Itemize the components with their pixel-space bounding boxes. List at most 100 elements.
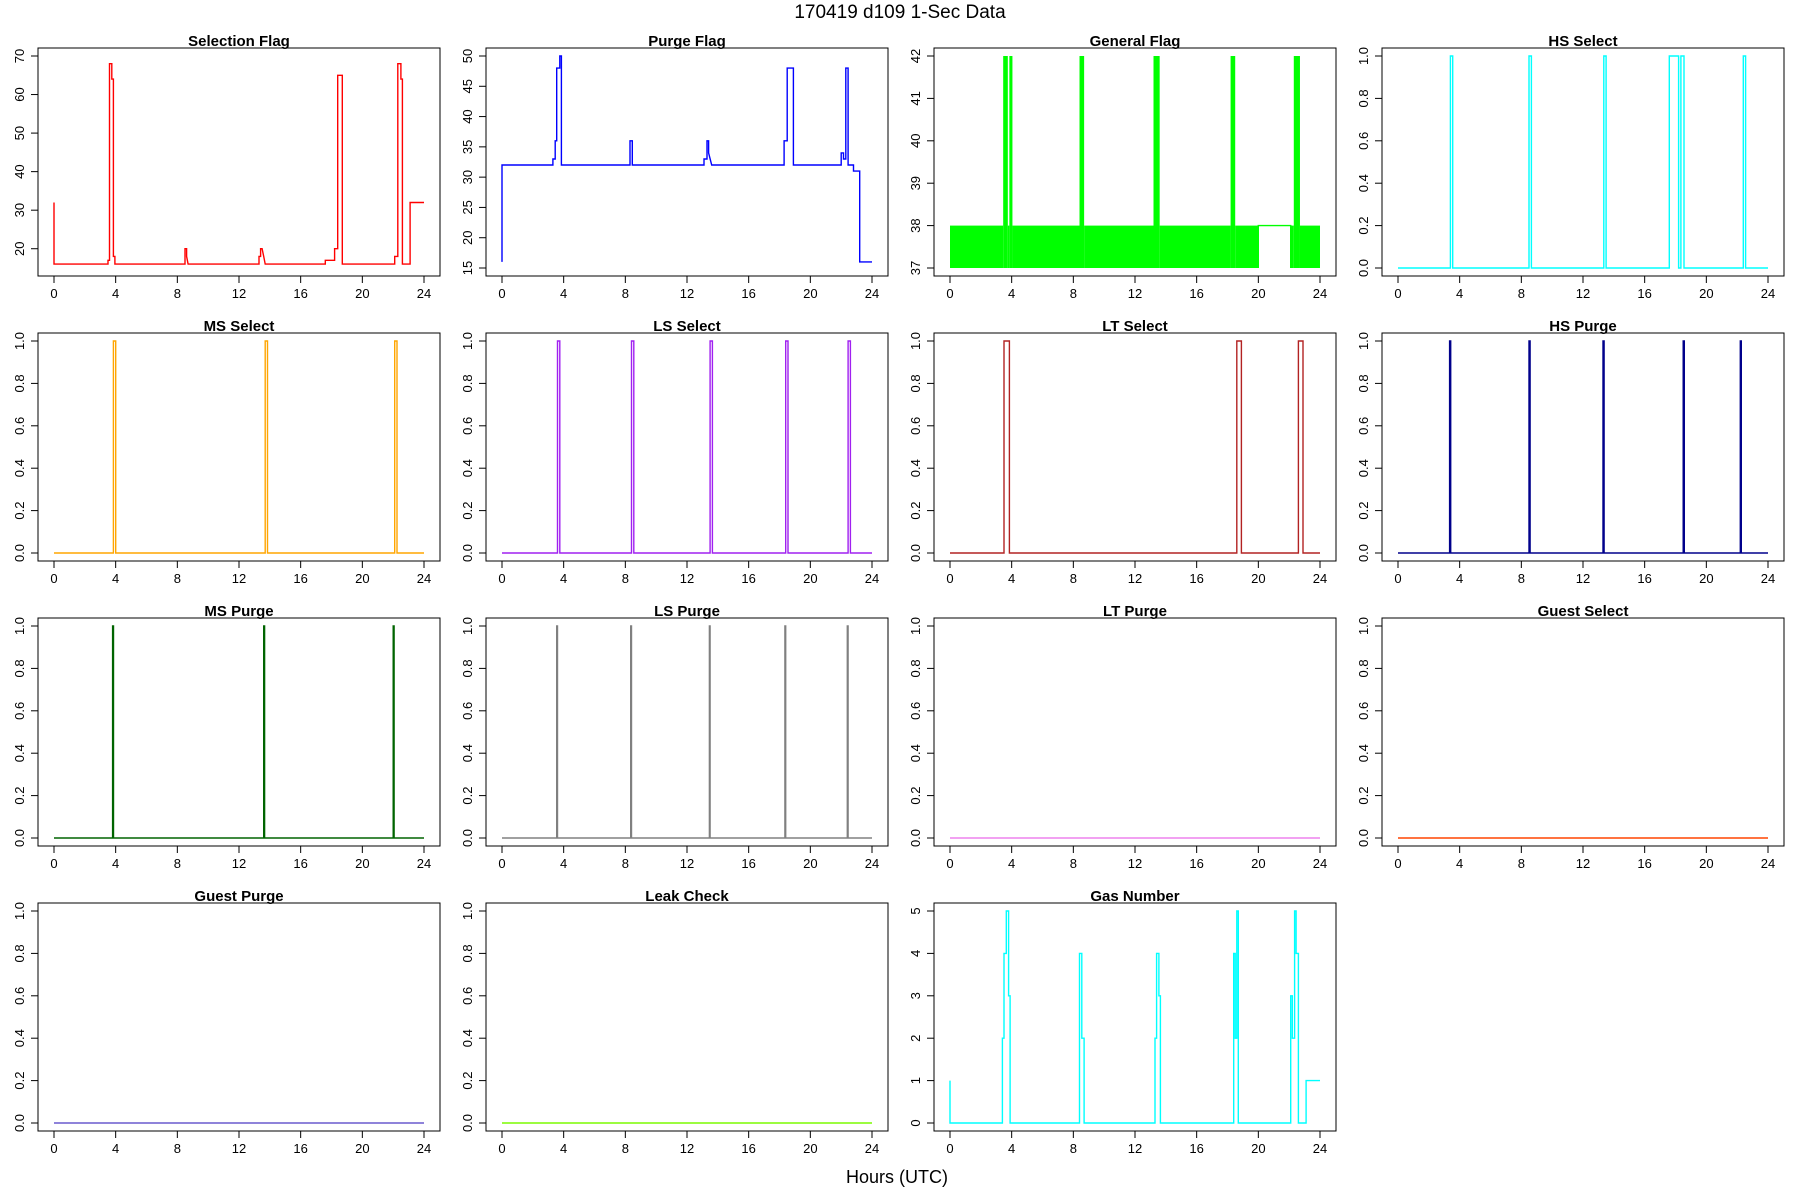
- x-tick-label: 20: [1699, 856, 1713, 871]
- plot-frame: [933, 902, 1337, 1132]
- y-tick-label: 40: [460, 109, 475, 123]
- x-tick-label: 16: [1189, 1141, 1203, 1156]
- x-tick-label: 4: [560, 571, 567, 586]
- y-tick-label: 0.6: [12, 702, 27, 720]
- x-tick-label: 4: [1456, 856, 1463, 871]
- x-tick-label: 16: [1189, 286, 1203, 301]
- y-tick-label: 0.4: [908, 744, 923, 762]
- x-tick-label: 16: [293, 856, 307, 871]
- x-tick-label: 8: [622, 1141, 629, 1156]
- y-tick-label: 0.8: [12, 944, 27, 962]
- panel-guest-purge: Guest Purge 0 4 8 12 16 20 24 0.0 0.2 0.4 0.6 0.8 1.0: [12, 888, 441, 1156]
- x-tick-label: 0: [946, 856, 953, 871]
- y-tick-label: 0.2: [12, 787, 27, 805]
- x-tick-label: 16: [741, 286, 755, 301]
- plot-frame: [485, 47, 889, 277]
- x-tick-label: 0: [50, 856, 57, 871]
- x-tick-label: 24: [417, 1141, 431, 1156]
- y-tick-label: 1: [908, 1077, 923, 1084]
- y-tick-label: 0.6: [1356, 132, 1371, 150]
- y-tick-label: 70: [12, 49, 27, 63]
- plot-frame: [1381, 47, 1785, 277]
- panel-title: LT Select: [1102, 318, 1168, 335]
- x-tick-label: 4: [1008, 1141, 1015, 1156]
- y-tick-label: 0.0: [1356, 829, 1371, 847]
- x-tick-label: 20: [1699, 286, 1713, 301]
- y-tick-label: 0.4: [12, 459, 27, 477]
- x-tick-label: 12: [680, 1141, 694, 1156]
- plot-frame: [1381, 332, 1785, 562]
- y-tick-label: 50: [12, 126, 27, 140]
- panel-title: MS Purge: [204, 603, 273, 620]
- x-tick-label: 8: [174, 856, 181, 871]
- x-tick-label: 4: [112, 1141, 119, 1156]
- panel-title: Leak Check: [645, 888, 729, 905]
- panel-title: General Flag: [1090, 33, 1181, 50]
- plot-frame: [485, 902, 889, 1132]
- data-series-line: [949, 910, 1320, 1124]
- y-tick-label: 0.4: [1356, 174, 1371, 192]
- plot-frame: [37, 47, 441, 277]
- x-tick-label: 8: [622, 571, 629, 586]
- y-tick-label: 0.0: [12, 829, 27, 847]
- y-tick-label: 0.6: [460, 987, 475, 1005]
- y-tick-label: 15: [460, 261, 475, 275]
- x-tick-label: 8: [1070, 856, 1077, 871]
- x-tick-label: 12: [1576, 286, 1590, 301]
- x-tick-label: 20: [1251, 571, 1265, 586]
- x-tick-label: 12: [1576, 571, 1590, 586]
- x-tick-label: 24: [417, 856, 431, 871]
- x-tick-label: 12: [1128, 856, 1142, 871]
- y-tick-label: 1.0: [460, 617, 475, 635]
- x-tick-label: 4: [1008, 571, 1015, 586]
- y-tick-label: 0.0: [908, 544, 923, 562]
- data-series-line: [502, 625, 872, 839]
- x-tick-label: 24: [1761, 856, 1775, 871]
- x-tick-label: 12: [1128, 571, 1142, 586]
- x-tick-label: 0: [946, 1141, 953, 1156]
- x-tick-label: 24: [1313, 1141, 1327, 1156]
- data-band: [1290, 225, 1294, 268]
- plot-frame: [37, 617, 441, 847]
- y-tick-label: 0.0: [12, 544, 27, 562]
- y-tick-label: 0.0: [1356, 544, 1371, 562]
- x-tick-label: 0: [946, 286, 953, 301]
- plot-frame: [485, 332, 889, 562]
- x-tick-label: 12: [680, 571, 694, 586]
- x-tick-label: 0: [50, 1141, 57, 1156]
- plot-frame: [933, 617, 1337, 847]
- x-tick-label: 16: [293, 1141, 307, 1156]
- x-tick-label: 20: [803, 571, 817, 586]
- y-tick-label: 30: [12, 203, 27, 217]
- plot-frame: [933, 332, 1337, 562]
- x-tick-label: 8: [622, 286, 629, 301]
- y-tick-label: 0.8: [908, 659, 923, 677]
- y-tick-label: 0.2: [12, 502, 27, 520]
- y-tick-label: 0.8: [12, 659, 27, 677]
- y-tick-label: 0.6: [12, 987, 27, 1005]
- data-series-line: [501, 55, 872, 263]
- x-tick-label: 24: [865, 1141, 879, 1156]
- x-tick-label: 16: [741, 856, 755, 871]
- y-tick-label: 0.0: [12, 1114, 27, 1132]
- panel-lt-purge: LT Purge 0 4 8 12 16 20 24 0.0 0.2 0.4 0.6 0.8 1.0: [908, 603, 1337, 871]
- y-tick-label: 0.0: [908, 829, 923, 847]
- y-tick-label: 1.0: [1356, 617, 1371, 635]
- data-band: [1299, 225, 1320, 268]
- x-tick-label: 8: [174, 286, 181, 301]
- y-tick-label: 60: [12, 87, 27, 101]
- data-band: [1012, 225, 1080, 268]
- x-tick-label: 20: [355, 571, 369, 586]
- x-tick-label: 8: [1518, 856, 1525, 871]
- y-tick-label: 1.0: [12, 332, 27, 350]
- x-tick-label: 20: [803, 1141, 817, 1156]
- x-tick-label: 16: [741, 571, 755, 586]
- x-tick-label: 4: [560, 856, 567, 871]
- x-axis-label: Hours (UTC): [846, 1167, 948, 1187]
- plot-frame: [37, 902, 441, 1132]
- y-tick-label: 37: [908, 261, 923, 275]
- y-tick-label: 40: [908, 134, 923, 148]
- y-tick-label: 0.2: [908, 787, 923, 805]
- y-tick-label: 38: [908, 218, 923, 232]
- panel-ls-purge: LS Purge 0 4 8 12 16 20 24 0.0 0.2 0.4 0.6 0.8 1.0: [460, 603, 889, 871]
